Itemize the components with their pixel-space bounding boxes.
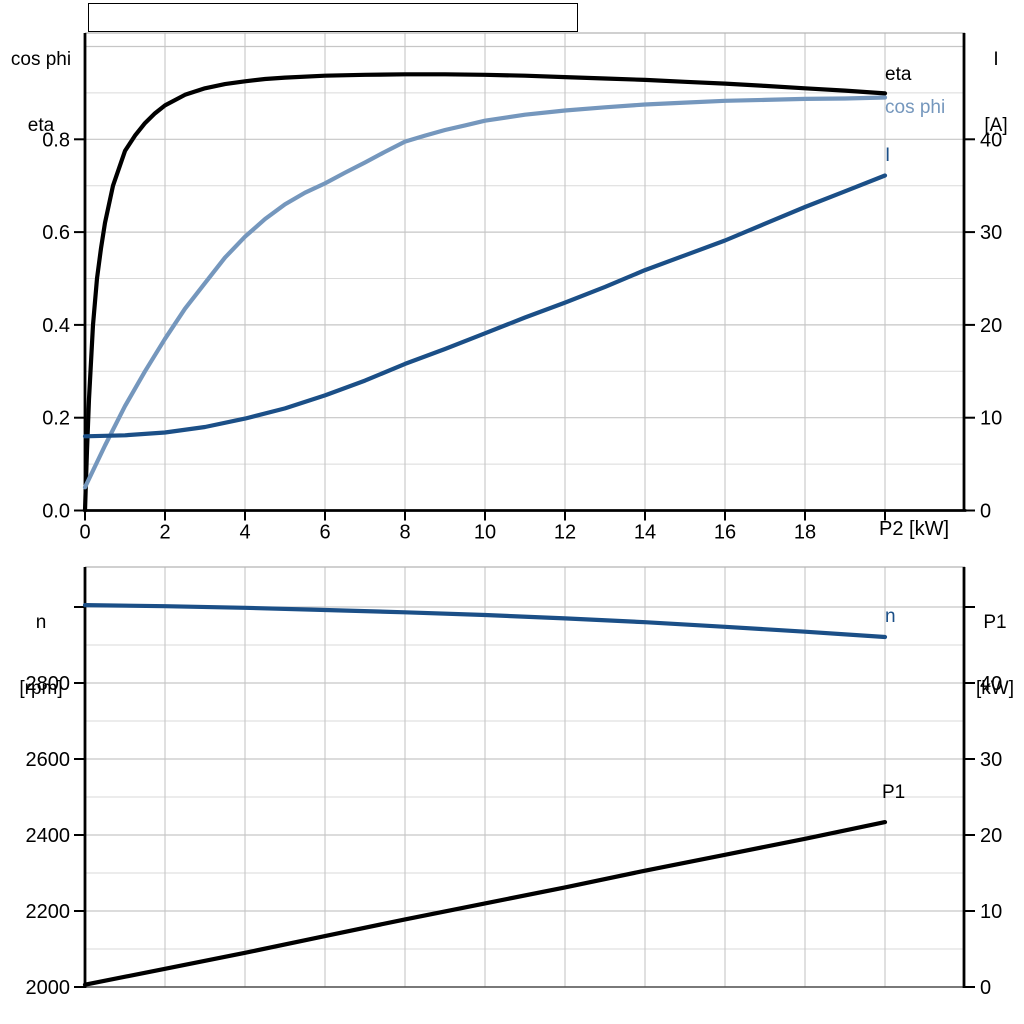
cos-phi-curve-label: cos phi (885, 97, 946, 118)
x-tick-label: 2 (159, 522, 170, 544)
x-tick-label: 12 (554, 522, 576, 544)
left-tick-label: 0.4 (42, 315, 70, 337)
left-tick-label: 2600 (26, 749, 71, 771)
left-tick-label: 2200 (26, 901, 71, 923)
right-tick-label: 30 (980, 749, 1002, 771)
eta-axis-label: eta (27, 115, 55, 136)
right-tick-label: 20 (980, 825, 1002, 847)
x-tick-label: 4 (239, 522, 250, 544)
power-curve-label: P1 (882, 782, 906, 803)
x-tick-label: 10 (474, 522, 496, 544)
curve-n (82, 602, 888, 640)
eta-curve-label: eta (885, 64, 912, 85)
curve-P1 (82, 819, 888, 987)
power-axis-label: P1 (983, 612, 1007, 633)
left-tick-label: 0.6 (42, 222, 70, 244)
title-box: NK65-160/173 + 160MD 15 kW 3*400 V, 50 H… (88, 3, 578, 32)
curve-eta (82, 72, 888, 513)
top-chart-electrical: 0.0 0.2 0.4 0.6 0.8 0 10 20 30 40 0 2 4 6 8 10 12 14 16 18 (42, 32, 1002, 544)
x-tick-label: 8 (399, 522, 410, 544)
curve-I (82, 173, 888, 439)
left-tick-label: 2400 (26, 825, 71, 847)
power-unit-label: [kW] (976, 678, 1014, 699)
left-tick-label: 2800 (26, 673, 71, 695)
x-tick-label: 16 (714, 522, 736, 544)
x-tick-label: 14 (634, 522, 656, 544)
right-tick-label: 10 (980, 901, 1002, 923)
current-axis-label: I (993, 49, 999, 70)
right-axis-title-bottom: P1 [kW] (966, 568, 1024, 744)
speed-unit-label: [rpm] (19, 678, 63, 699)
right-axis-title-top: I [A] (967, 5, 1024, 181)
left-tick-label: 0.8 (42, 129, 70, 151)
right-tick-label: 40 (980, 129, 1002, 151)
left-tick-label: 0.2 (42, 408, 70, 430)
left-tick-label: 2000 (26, 977, 71, 999)
speed-axis-label: n (35, 612, 47, 633)
left-tick-label: 0.0 (42, 501, 70, 523)
left-axis-title-bottom: n [rpm] (0, 568, 82, 744)
x-tick-label: 6 (319, 522, 330, 544)
x-tick-label: 0 (79, 522, 90, 544)
current-curve-label: I (885, 145, 891, 166)
current-unit-label: [A] (984, 115, 1008, 136)
x-tick-label: 18 (794, 522, 816, 544)
bottom-chart-speed-power: 2000 2200 2400 2600 2800 0 10 20 30 40 (26, 566, 1002, 999)
right-tick-label: 0 (980, 977, 991, 999)
right-tick-label: 0 (980, 501, 991, 523)
speed-curve-label: n (885, 606, 896, 627)
curve-cos-phi (82, 95, 888, 490)
right-tick-label: 10 (980, 408, 1002, 430)
right-tick-label: 30 (980, 222, 1002, 244)
left-axis-title-top: cos phi eta (0, 5, 82, 181)
cos-phi-axis-label: cos phi (10, 49, 72, 70)
right-tick-label: 40 (980, 673, 1002, 695)
right-tick-label: 20 (980, 315, 1002, 337)
x-axis-title: P2 [kW] (879, 518, 950, 540)
